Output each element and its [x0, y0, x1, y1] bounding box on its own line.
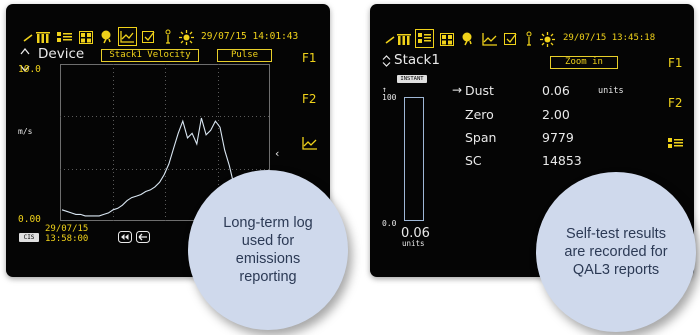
checkbox-icon[interactable] — [504, 32, 518, 46]
measurement-value: 14853 — [542, 153, 582, 168]
collapse-panel-chevron-icon[interactable]: ‹ — [275, 147, 280, 160]
measurement-label: Zero — [465, 107, 494, 122]
bars-icon[interactable] — [397, 33, 411, 46]
channel-selector[interactable]: Stack1 Velocity — [101, 49, 199, 62]
trend-view-icon[interactable] — [482, 32, 498, 46]
softkey-list-icon[interactable] — [668, 137, 683, 150]
measurement-value: 2.00 — [542, 107, 570, 122]
scroll-arrows-icon[interactable] — [382, 55, 391, 67]
callout-long-term-log: Long-term log used for emissions reporti… — [188, 170, 348, 330]
screen-title: Device — [38, 46, 85, 62]
measurement-label: SC — [465, 153, 482, 168]
callout-text: Self-test results are recorded for QAL3 … — [564, 226, 668, 278]
screen-title: Stack1 — [394, 52, 440, 68]
measurement-row-sc[interactable]: SC 14853 — [452, 152, 622, 170]
timestamp-date: 29/07/15 — [45, 224, 89, 234]
measurement-row-dust[interactable]: → Dust 0.06 units — [452, 82, 624, 100]
info-icon[interactable] — [525, 31, 533, 47]
y-axis-max-label: 10.0 — [18, 64, 41, 75]
bar-scale-max-label: 100 — [382, 93, 397, 102]
measurement-value: 9779 — [542, 130, 574, 145]
bars-icon[interactable] — [36, 31, 50, 44]
zoom-selector[interactable]: Zoom in — [550, 56, 618, 69]
bar-gauge-frame — [404, 97, 424, 221]
device-screen-trend: 29/07/15 14:01:43 Device Stack1 Velocity… — [6, 4, 330, 277]
measurement-value: 0.06 — [542, 83, 570, 98]
info-icon[interactable] — [164, 29, 172, 45]
step-back-icon[interactable] — [136, 231, 150, 243]
instant-badge: INSTANT — [397, 75, 427, 83]
bar-unit: units — [402, 239, 425, 248]
measurement-row-zero[interactable]: Zero 2.00 — [452, 106, 622, 124]
probe-icon[interactable] — [100, 30, 114, 44]
mode-selector[interactable]: Pulse — [217, 49, 272, 62]
checkbox-icon[interactable] — [142, 30, 156, 44]
callout-text: Long-term log used for emissions reporti… — [223, 215, 313, 285]
softkey-trend-icon[interactable] — [302, 136, 318, 150]
scroll-arrows-icon[interactable] — [20, 47, 30, 73]
measurement-unit: units — [598, 86, 624, 96]
grid-view-icon[interactable] — [79, 31, 93, 44]
list-view-icon[interactable] — [415, 29, 434, 48]
trend-chart — [60, 64, 270, 221]
measurement-label: Dust — [465, 83, 494, 98]
grid-view-icon[interactable] — [440, 33, 454, 46]
signal-icon — [385, 36, 395, 44]
datetime-readout: 29/07/15 13:45:18 — [563, 33, 656, 43]
softkey-f1[interactable]: F1 — [668, 56, 683, 70]
softkey-f1[interactable]: F1 — [302, 51, 317, 65]
alarm-sun-icon[interactable] — [540, 32, 555, 47]
timestamp-time: 13:58:00 — [45, 234, 89, 244]
signal-icon — [23, 34, 33, 42]
trend-view-icon[interactable] — [118, 27, 137, 46]
y-axis-unit-label: m/s — [18, 127, 33, 136]
list-view-icon[interactable] — [57, 31, 72, 44]
chart-grid — [60, 64, 270, 221]
probe-icon[interactable] — [461, 32, 475, 46]
bar-scale-max-symbol: ↑ — [382, 85, 387, 94]
measurement-row-span[interactable]: Span 9779 — [452, 129, 622, 147]
measurement-label: Span — [465, 130, 497, 145]
selected-arrow-icon: → — [452, 83, 463, 97]
callout-self-test: Self-test results are recorded for QAL3 … — [536, 172, 696, 332]
softkey-f2[interactable]: F2 — [302, 92, 317, 106]
rewind-icon[interactable] — [118, 231, 132, 243]
trend-series-line — [61, 117, 240, 217]
bar-scale-min-label: 0.0 — [382, 219, 397, 228]
bar-value: 0.06 — [401, 226, 430, 241]
softkey-f2[interactable]: F2 — [668, 96, 683, 110]
cursor-indicator-badge: CIS — [19, 233, 39, 242]
alarm-sun-icon[interactable] — [179, 30, 194, 45]
datetime-readout: 29/07/15 14:01:43 — [201, 31, 299, 42]
y-axis-min-label: 0.00 — [18, 214, 41, 225]
